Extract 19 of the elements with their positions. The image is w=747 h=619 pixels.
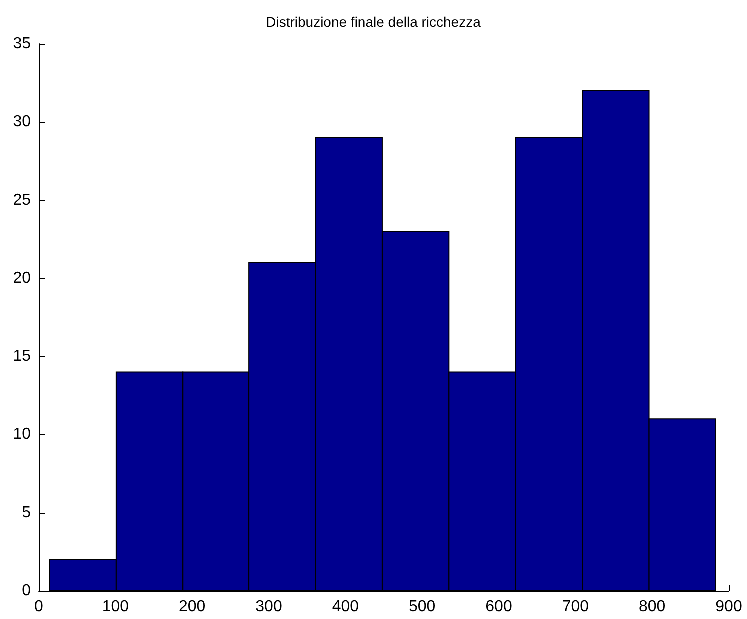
chart-title: Distribuzione finale della ricchezza [266,14,482,30]
x-tick-label: 900 [716,598,742,616]
x-tick-label: 600 [486,598,512,616]
x-tick-label: 100 [102,598,130,616]
y-tick-label: 0 [22,582,32,600]
x-tick-label: 200 [178,598,206,616]
x-tick-label: 300 [256,598,282,616]
y-tick-label: 30 [13,114,32,131]
x-tick-label: 400 [332,598,360,616]
x-tick-label: 0 [34,598,44,616]
y-tick-label: 35 [13,36,32,52]
y-tick-label: 20 [13,270,32,287]
x-tick-label: 700 [562,598,590,616]
y-tick-label: 5 [22,504,32,522]
x-tick-label: 500 [408,598,436,616]
y-tick-label: 10 [13,426,32,444]
y-tick-label: 25 [13,192,32,209]
x-tick-label: 800 [638,598,666,616]
y-tick-label: 15 [13,348,32,366]
